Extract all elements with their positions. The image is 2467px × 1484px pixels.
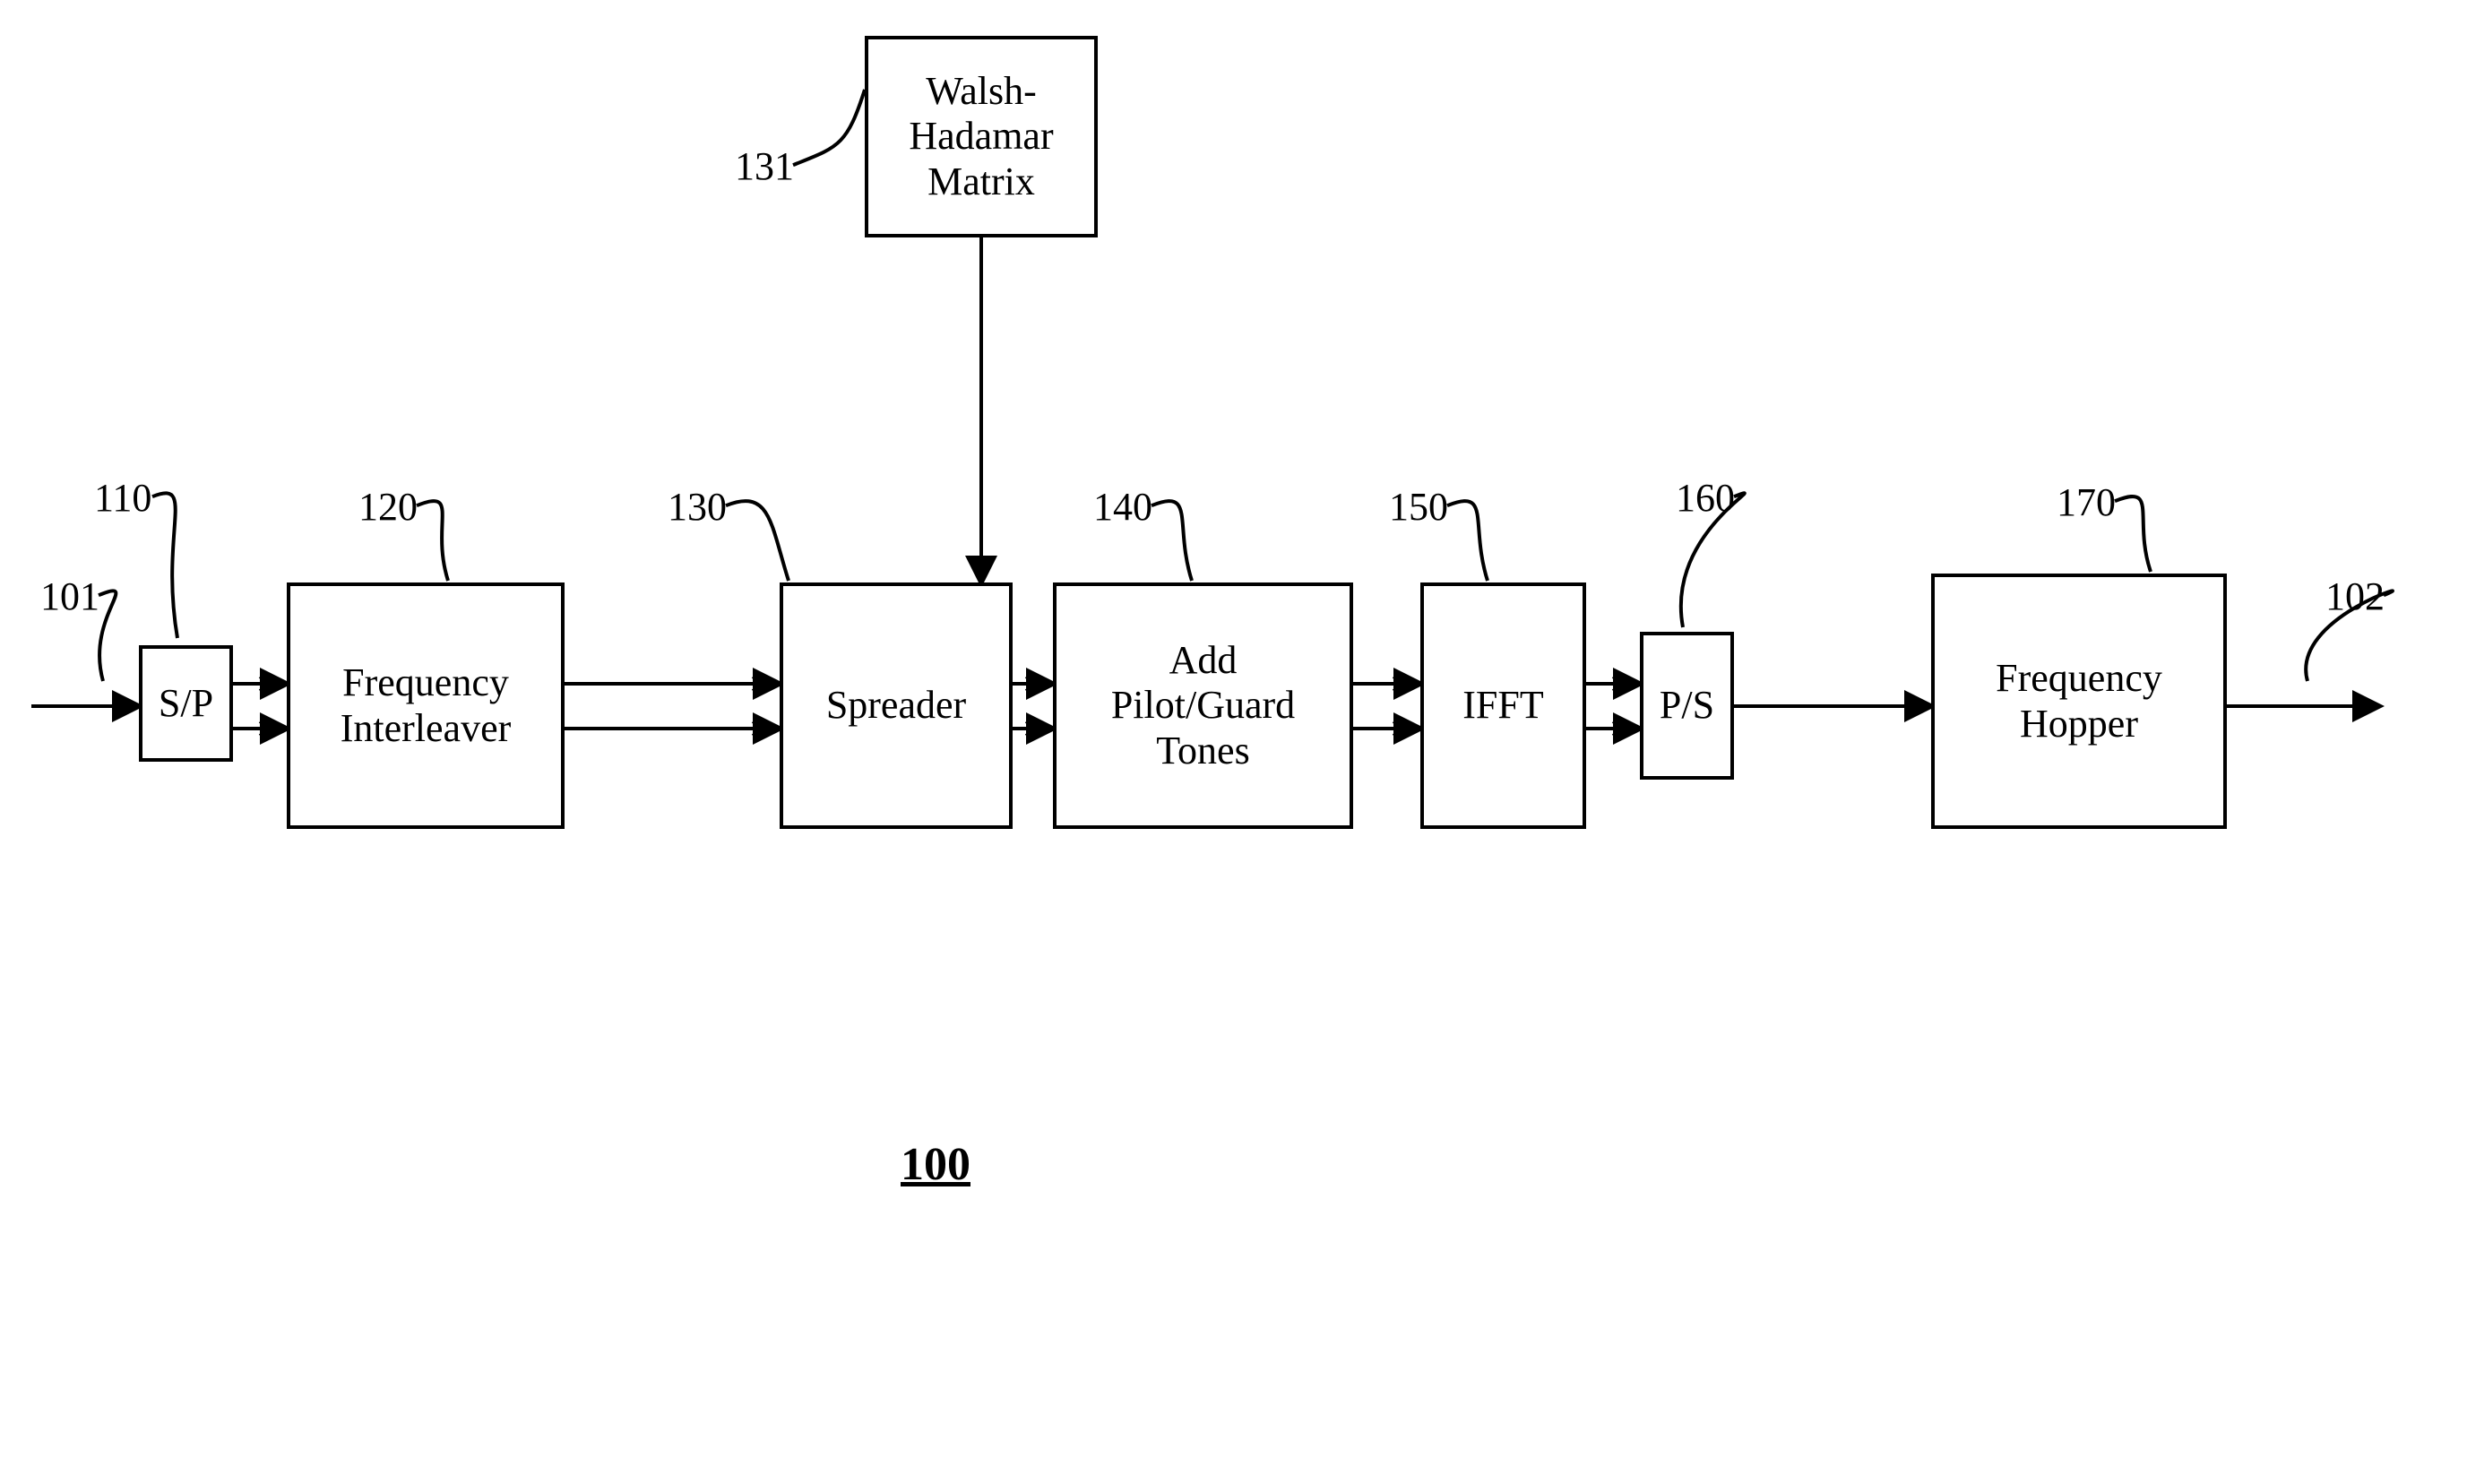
block-sp: S/P (139, 645, 233, 762)
block-walsh-hadamar: Walsh-HadamarMatrix (865, 36, 1098, 237)
block-label: Walsh-HadamarMatrix (909, 69, 1053, 205)
block-frequency-interleaver: FrequencyInterleaver (287, 582, 565, 829)
block-spreader: Spreader (780, 582, 1013, 829)
block-pilot-guard: AddPilot/GuardTones (1053, 582, 1353, 829)
block-label: S/P (159, 681, 213, 727)
ref-label-160: 160 (1676, 475, 1735, 521)
block-frequency-hopper: FrequencyHopper (1931, 574, 2227, 829)
block-label: Spreader (826, 683, 966, 729)
block-label: FrequencyInterleaver (341, 660, 512, 751)
ref-label-110: 110 (94, 475, 151, 521)
block-label: P/S (1660, 683, 1714, 729)
block-label: FrequencyHopper (1996, 656, 2162, 746)
ref-label-102: 102 (2325, 574, 2385, 619)
ref-label-120: 120 (358, 484, 418, 530)
block-label: IFFT (1462, 683, 1543, 729)
block-ps: P/S (1640, 632, 1734, 780)
ref-label-170: 170 (2057, 479, 2116, 525)
ref-label-150: 150 (1389, 484, 1448, 530)
ref-label-101: 101 (40, 574, 99, 619)
ref-label-131: 131 (735, 143, 794, 189)
block-ifft: IFFT (1420, 582, 1586, 829)
ref-label-140: 140 (1093, 484, 1152, 530)
block-label: AddPilot/GuardTones (1111, 638, 1295, 774)
ref-label-130: 130 (668, 484, 727, 530)
figure-number: 100 (901, 1138, 970, 1191)
